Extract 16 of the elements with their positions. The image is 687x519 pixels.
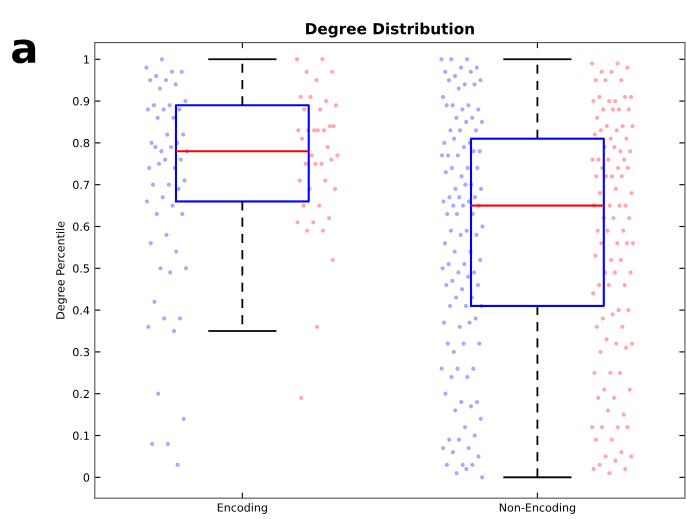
x-tick-label: Encoding	[218, 503, 267, 514]
y-tick-label: 0.7	[73, 180, 89, 190]
y-tick-label: 0	[84, 473, 90, 482]
y-tick-label: 0.3	[73, 348, 90, 356]
y-tick-label: 0.2	[73, 390, 89, 398]
y-tick-label: 1	[84, 55, 89, 64]
chart-title: Degree Distribution	[306, 22, 474, 38]
y-tick-label: 0.9	[73, 97, 90, 106]
y-axis-title: Degree Percentile	[56, 222, 67, 319]
x-tick-label: Non-Encoding	[500, 503, 576, 514]
y-tick-label: 0.1	[73, 432, 89, 440]
y-tick-label: 0.4	[73, 306, 90, 314]
y-tick-label: 0.8	[73, 138, 90, 148]
text: a	[12, 39, 36, 64]
y-tick-label: 0.5	[73, 264, 89, 273]
y-tick-label: 0.6	[73, 222, 90, 231]
